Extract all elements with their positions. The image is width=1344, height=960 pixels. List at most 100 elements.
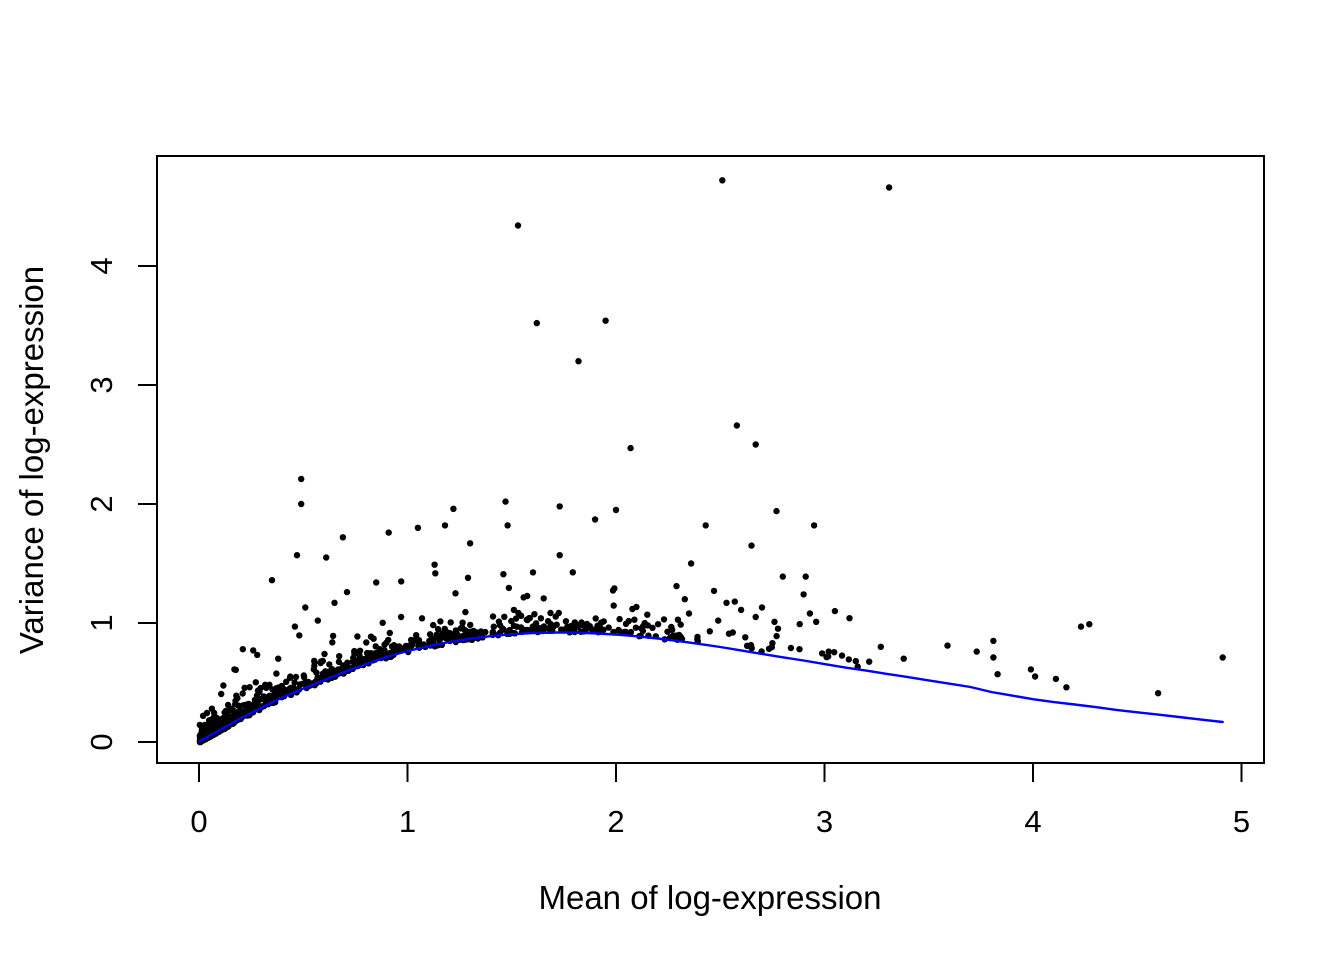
scatter-point <box>660 616 668 623</box>
trend-curve <box>197 631 1224 743</box>
scatter-point <box>489 613 497 620</box>
y-tick-label: 2 <box>84 495 119 512</box>
scatter-point <box>537 615 545 622</box>
scatter-point <box>383 639 390 646</box>
scatter-point <box>385 529 392 536</box>
scatter-point <box>825 648 832 655</box>
scatter-point <box>677 621 684 628</box>
scatter-point <box>275 655 282 662</box>
scatter-point <box>407 636 415 644</box>
scatter-point <box>449 632 456 639</box>
scatter-point <box>532 620 540 627</box>
scatter-point <box>715 617 722 624</box>
scatter-point <box>737 606 745 614</box>
scatter-point <box>399 645 406 652</box>
scatter-point <box>877 643 884 650</box>
scatter-point <box>685 610 693 617</box>
scatter-point <box>356 652 363 660</box>
scatter-point <box>364 654 371 661</box>
scatter-point <box>769 640 776 647</box>
scatter-point <box>605 624 612 631</box>
scatter-point <box>390 642 398 649</box>
scatter-point <box>466 540 474 547</box>
scatter-point <box>260 695 268 702</box>
scatter-point <box>413 632 420 639</box>
scatter-point <box>752 613 759 621</box>
scatter-point <box>994 671 1001 678</box>
scatter-point <box>462 608 469 616</box>
scatter-point <box>430 621 437 629</box>
scatter-point <box>729 629 736 636</box>
scatter-point <box>489 628 497 636</box>
scatter-point <box>747 641 755 649</box>
x-tick-label: 4 <box>1024 804 1041 839</box>
y-tick-label: 1 <box>84 614 119 631</box>
scatter-point <box>351 650 358 657</box>
scatter-point <box>512 615 520 622</box>
scatter-point <box>852 657 859 665</box>
scatter-point <box>802 573 809 580</box>
scatter-point <box>612 506 620 514</box>
scatter-point <box>246 706 254 713</box>
scatter-point <box>644 611 651 618</box>
scatter-point <box>529 569 537 576</box>
x-axis-title: Mean of log-expression <box>538 879 881 916</box>
scatter-point <box>467 621 474 629</box>
scatter-point <box>452 627 460 634</box>
scatter-point <box>450 505 457 512</box>
scatter-point <box>596 627 603 634</box>
x-tick-label: 2 <box>607 804 624 839</box>
scatter-point <box>508 617 515 625</box>
scatter-point <box>591 516 599 523</box>
scatter-point <box>669 626 676 634</box>
scatter-point <box>490 623 497 630</box>
scatter-point <box>398 578 405 585</box>
scatter-point <box>328 666 336 673</box>
scatter-point <box>292 673 300 681</box>
scatter-point <box>787 644 795 652</box>
scatter-point <box>356 648 363 655</box>
scatter-point <box>510 606 518 614</box>
scatter-point <box>846 615 853 622</box>
scatter-point <box>533 319 540 327</box>
scatter-point <box>241 684 248 691</box>
scatter-point <box>437 618 444 625</box>
scatter-point <box>627 628 635 636</box>
scatter-point <box>520 594 527 601</box>
scatter-point <box>1027 666 1035 673</box>
x-tick-label: 3 <box>816 804 833 839</box>
scatter-point <box>431 561 438 568</box>
scatter-point <box>592 615 599 622</box>
scatter-point <box>521 626 528 634</box>
scatter-point <box>547 609 554 617</box>
scatter-point <box>748 542 755 549</box>
y-tick-label: 4 <box>84 257 119 274</box>
scatter-point <box>232 697 239 704</box>
scatter-point <box>273 670 280 677</box>
scatter-point <box>831 649 838 656</box>
scatter-point <box>298 475 305 483</box>
scatter-point <box>625 617 632 625</box>
scatter-point <box>575 623 582 630</box>
scatter-point <box>373 579 380 586</box>
scatter-point <box>408 642 415 649</box>
scatter-point <box>256 688 263 696</box>
scatter-point <box>293 552 301 559</box>
scatter-point <box>291 679 298 686</box>
scatter-point <box>386 629 393 637</box>
scatter-point <box>796 620 803 628</box>
scatter-point <box>773 507 780 515</box>
scatter-point <box>639 623 647 630</box>
scatter-point <box>441 522 449 529</box>
scatter-point <box>252 679 259 686</box>
scatter-point <box>556 552 563 559</box>
scatter-point <box>990 637 997 645</box>
scatter-point <box>376 645 383 653</box>
scatter-point <box>314 674 321 682</box>
scatter-point <box>480 629 487 637</box>
scatter-point <box>473 629 480 636</box>
scatter-point <box>278 683 285 691</box>
scatter-point <box>458 624 466 631</box>
scatter-point <box>555 609 562 617</box>
scatter-point <box>326 661 333 668</box>
